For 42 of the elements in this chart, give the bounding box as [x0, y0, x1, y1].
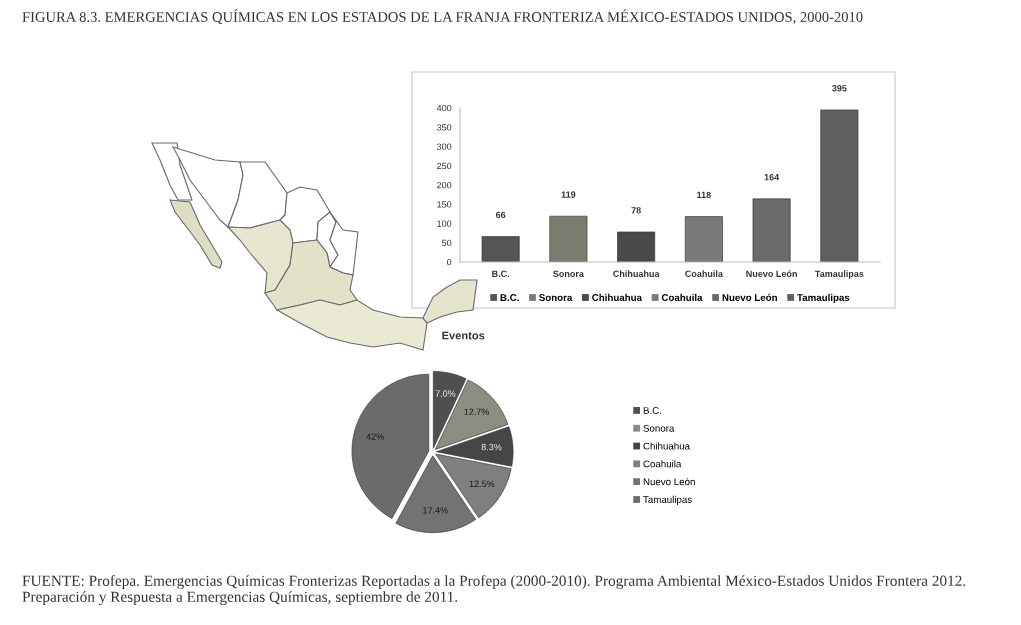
- y-tick-label: 300: [436, 143, 452, 150]
- legend-label: Nuevo León: [722, 293, 777, 301]
- data-label: 8.3%: [481, 443, 502, 451]
- legend-label: B.C.: [500, 294, 519, 301]
- x-tick-label: B.C.: [492, 270, 510, 277]
- chart-title: FIGURA 8.3. EMERGENCIAS QUÍMICAS EN LOS ESTADOS DE LA FRANJA FRONTERIZA MÉXICO-ESTADOS UNIDOS, 2000-2010: [22, 9, 863, 25]
- data-label: 119: [561, 191, 576, 198]
- x-tick-label: Coahuila: [685, 270, 723, 277]
- data-label: 17.4%: [423, 507, 448, 514]
- legend-label: Tamaulipas: [797, 293, 850, 303]
- source-note: FUENTE: Profepa. Emergencias Químicas Fronterizas Reportadas a la Profepa (2000-2010). Programa Ambiental México-Estados Unidos Frontera 2012. Preparación y Respuesta a Emergencias Químicas, septiembre de 2011.: [22, 575, 966, 606]
- legend-label: B.C.: [643, 407, 661, 414]
- legend-label: Tamaulipas: [643, 495, 692, 505]
- x-tick-label: Nuevo León: [746, 270, 797, 277]
- y-tick-label: 200: [437, 181, 452, 189]
- data-label: 78: [631, 207, 641, 214]
- legend-label: Nuevo León: [643, 477, 695, 486]
- y-tick-label: 0: [447, 258, 452, 266]
- y-tick-label: 250: [437, 162, 452, 170]
- data-label: 12.7%: [464, 408, 489, 415]
- y-tick-label: 400: [436, 104, 452, 112]
- x-tick-label: Chihuahua: [613, 270, 660, 277]
- data-label: 42%: [366, 433, 384, 440]
- data-label: 395: [832, 85, 847, 92]
- y-tick-label: 350: [436, 124, 452, 131]
- data-label: 7.0%: [435, 390, 456, 397]
- legend-label: Sonora: [539, 294, 573, 301]
- x-tick-label: Tamaulipas: [814, 270, 864, 279]
- y-tick-label: 150: [437, 201, 452, 208]
- chart-title: Eventos: [442, 331, 485, 340]
- legend-label: Coahuila: [643, 460, 682, 468]
- data-label: 118: [697, 191, 711, 199]
- data-label: 12.5%: [469, 480, 495, 487]
- legend-label: Coahuila: [661, 293, 703, 301]
- y-tick-label: 100: [437, 220, 452, 227]
- x-tick-label: Sonora: [553, 270, 584, 277]
- data-label: 66: [495, 211, 506, 219]
- legend-label: Chihuahua: [643, 442, 690, 450]
- data-label: 164: [764, 174, 780, 181]
- y-tick-label: 50: [441, 239, 452, 247]
- legend-label: Chihuahua: [592, 293, 643, 301]
- legend-label: Sonora: [643, 424, 675, 432]
